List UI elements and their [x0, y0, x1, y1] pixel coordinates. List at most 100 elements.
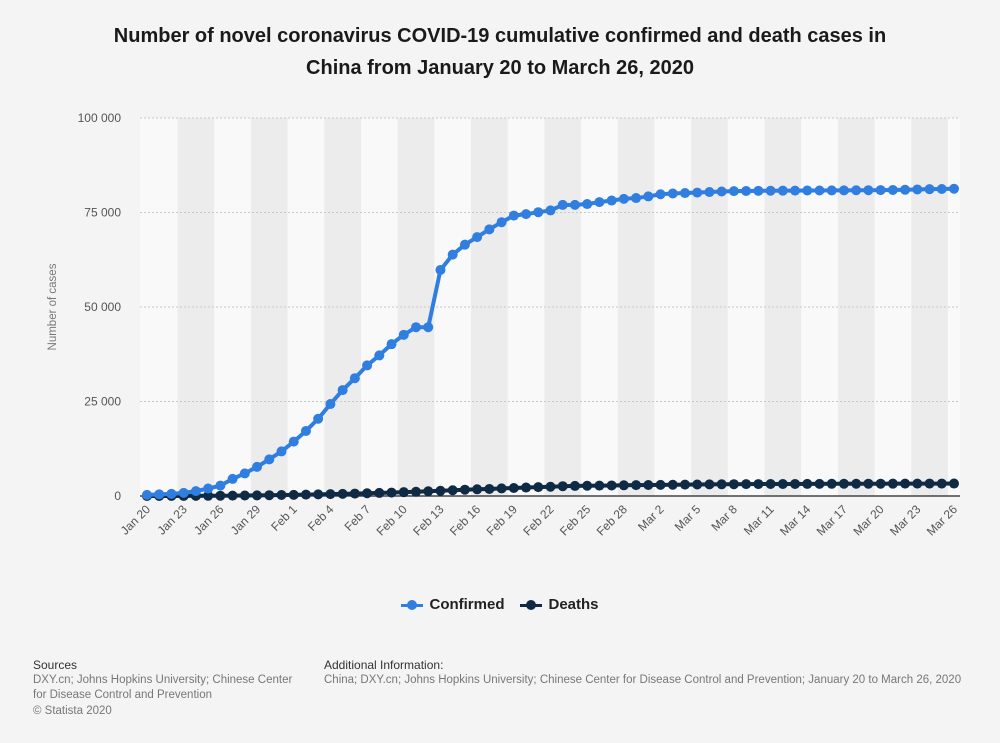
x-tick-label: Feb 13 — [410, 502, 447, 539]
legend-item-deaths[interactable]: Deaths — [520, 596, 599, 613]
data-point-deaths — [313, 489, 324, 500]
sources-heading: Sources — [33, 658, 78, 672]
data-point-deaths — [863, 478, 874, 489]
data-point-confirmed — [484, 224, 495, 235]
x-tick-label: Jan 20 — [118, 502, 154, 538]
data-point-confirmed — [569, 199, 580, 210]
background-band — [544, 118, 582, 496]
legend-marker-deaths — [520, 598, 543, 612]
data-point-confirmed — [912, 184, 923, 195]
footer-sources: Sources DXY.cn; Johns Hopkins University… — [33, 658, 293, 719]
y-tick-label: 50 000 — [84, 300, 121, 314]
data-point-confirmed — [838, 185, 849, 196]
data-point-deaths — [716, 479, 727, 490]
data-point-deaths — [264, 490, 275, 501]
x-tick-label: Feb 10 — [374, 502, 411, 539]
data-point-confirmed — [288, 436, 299, 447]
info-text: China; DXY.cn; Johns Hopkins University;… — [324, 674, 962, 686]
data-point-deaths — [594, 480, 605, 491]
data-point-confirmed — [142, 489, 152, 500]
x-tick-label: Mar 14 — [777, 502, 814, 539]
chart-title-line-1: Number of novel coronavirus COVID-19 cum… — [113, 25, 887, 47]
x-tick-label: Feb 7 — [342, 502, 374, 534]
data-point-deaths — [569, 480, 580, 491]
data-point-deaths — [692, 479, 703, 490]
data-point-deaths — [325, 489, 336, 500]
data-point-deaths — [790, 478, 801, 489]
series-group — [142, 183, 959, 501]
data-point-confirmed — [814, 185, 825, 196]
data-point-deaths — [362, 488, 373, 499]
y-tick-label: 75 000 — [84, 206, 121, 220]
data-point-deaths — [398, 487, 409, 498]
data-point-confirmed — [680, 188, 690, 199]
data-point-confirmed — [337, 385, 348, 396]
series-deaths — [142, 478, 959, 501]
data-point-confirmed — [875, 185, 886, 196]
data-point-confirmed — [790, 185, 801, 196]
legend: Confirmed Deaths — [0, 596, 1000, 613]
data-point-deaths — [484, 483, 495, 494]
data-point-confirmed — [227, 473, 238, 484]
data-point-deaths — [655, 479, 666, 490]
data-point-confirmed — [557, 199, 568, 210]
data-point-confirmed — [239, 468, 250, 479]
data-point-confirmed — [313, 413, 324, 424]
data-point-confirmed — [325, 399, 336, 410]
data-point-confirmed — [398, 329, 409, 340]
legend-item-confirmed[interactable]: Confirmed — [401, 596, 504, 613]
x-tick-label: Feb 4 — [305, 502, 337, 534]
chart-title-line-2: China from January 20 to March 26, 2020 — [306, 57, 694, 79]
data-point-confirmed — [521, 209, 532, 220]
data-point-deaths — [606, 480, 617, 491]
data-point-deaths — [814, 478, 825, 489]
chart-title: Number of novel coronavirus COVID-19 cum… — [60, 20, 940, 84]
legend-marker-confirmed — [401, 598, 424, 612]
data-point-confirmed — [545, 205, 556, 216]
y-tick-label: 0 — [114, 489, 121, 503]
data-point-confirmed — [472, 232, 483, 243]
x-tick-label: Feb 1 — [268, 502, 300, 534]
y-axis-label: Number of cases — [47, 263, 59, 350]
data-point-deaths — [618, 480, 629, 491]
data-point-deaths — [545, 481, 556, 492]
data-point-confirmed — [606, 195, 617, 206]
data-point-confirmed — [765, 185, 776, 196]
data-point-confirmed — [300, 425, 311, 436]
data-point-deaths — [924, 478, 935, 489]
y-tick-label: 25 000 — [84, 395, 121, 409]
data-point-confirmed — [508, 210, 519, 221]
data-point-deaths — [680, 479, 690, 490]
data-point-deaths — [900, 478, 911, 489]
data-point-deaths — [337, 488, 348, 499]
x-tick-label: Feb 19 — [484, 502, 521, 539]
data-point-deaths — [667, 479, 678, 490]
data-point-confirmed — [887, 184, 898, 195]
y-tick-label: 100 000 — [78, 111, 122, 125]
data-point-confirmed — [215, 480, 226, 491]
data-point-confirmed — [777, 185, 788, 196]
data-point-deaths — [838, 478, 849, 489]
data-point-confirmed — [154, 489, 165, 500]
data-point-deaths — [741, 479, 752, 490]
x-tick-label: Jan 26 — [191, 502, 227, 538]
data-point-deaths — [459, 484, 470, 495]
data-point-confirmed — [655, 189, 666, 200]
data-point-deaths — [288, 489, 299, 500]
data-point-deaths — [802, 478, 813, 489]
info-heading: Additional Information: — [324, 658, 444, 672]
copyright-text[interactable]: © Statista 2020 — [33, 705, 112, 717]
x-tick-label: Jan 29 — [228, 502, 264, 538]
data-point-deaths — [447, 485, 458, 496]
data-point-deaths — [215, 490, 226, 501]
data-point-confirmed — [178, 487, 189, 498]
data-point-deaths — [386, 487, 397, 498]
data-point-deaths — [508, 482, 519, 493]
data-point-deaths — [631, 480, 642, 491]
x-tick-label: Jan 23 — [154, 502, 190, 538]
data-point-confirmed — [704, 187, 715, 198]
legend-label-deaths: Deaths — [548, 596, 599, 613]
data-point-confirmed — [533, 207, 544, 218]
data-point-deaths — [643, 479, 654, 490]
